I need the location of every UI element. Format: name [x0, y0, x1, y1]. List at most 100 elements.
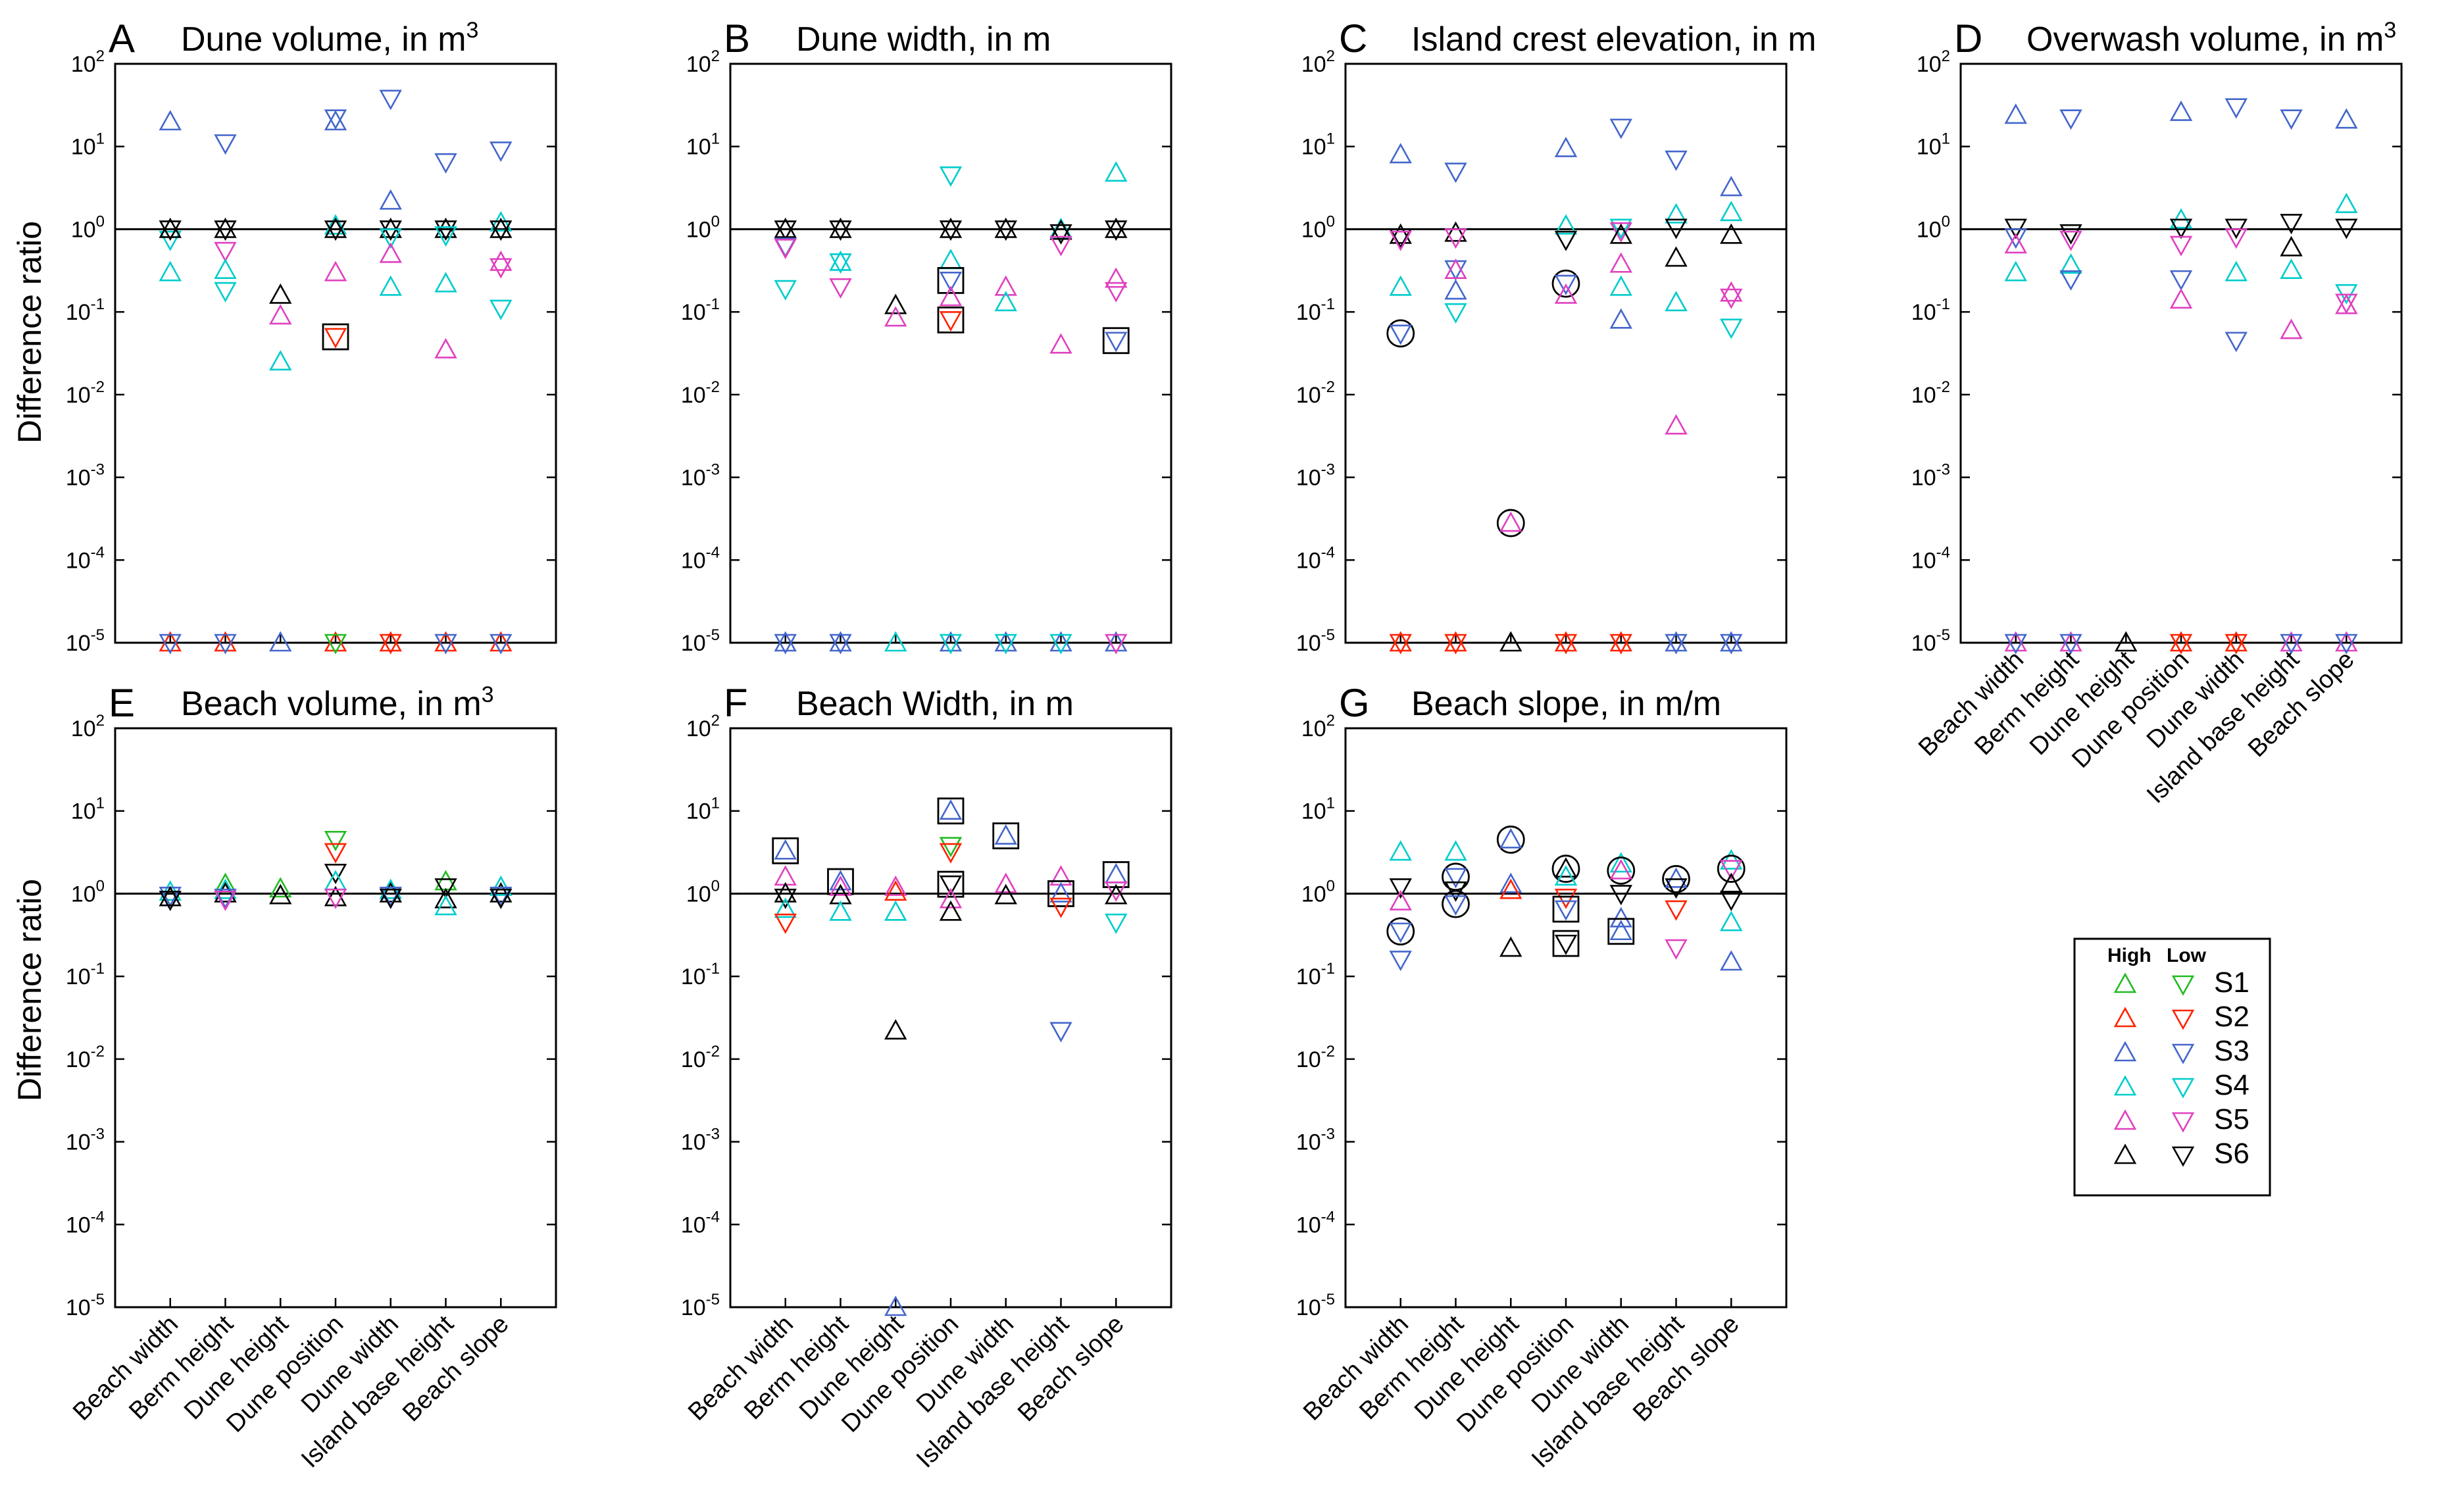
panel-c-point-s3-low	[1665, 634, 1688, 655]
panel-g-point-s3-high	[1609, 920, 1632, 941]
panel-f-highlight-box	[992, 822, 1020, 849]
panel-a-point-s4-high	[379, 275, 402, 296]
panel-f-ytick-exponent: -4	[706, 1208, 720, 1226]
panel-d-ytick-label: 10-3	[1911, 461, 1950, 491]
panel-a-point-s6-high	[269, 283, 292, 304]
legend-marker-s2-low	[2171, 1009, 2195, 1030]
panel-b-point-s4-low	[829, 253, 852, 274]
panel-d-point-s4-high	[2335, 192, 2358, 213]
panel-g-ytick-exponent: -5	[1321, 1291, 1335, 1309]
panel-b-point-s6-low	[1049, 224, 1072, 245]
panel-d-ytick-exponent: 2	[1942, 47, 1950, 65]
panel-a-ytick-label: 100	[71, 212, 105, 242]
panel-c-point-s3-low	[1389, 324, 1412, 345]
panel-b-point-s6-low	[994, 220, 1017, 241]
panel-f-point-s3-high	[939, 799, 963, 820]
panel-c-point-s3-low	[1554, 274, 1578, 295]
panel-e-axes-frame	[114, 727, 557, 1309]
panel-a-point-s3-high	[159, 110, 182, 131]
panel-g-highlight-box	[1607, 918, 1635, 945]
panel-c-ytick-label: 10-1	[1296, 295, 1335, 325]
panel-d-title-superscript: 3	[2384, 18, 2396, 43]
panel-d-point-s3-low	[2004, 228, 2027, 249]
panel-e-point-s6-low	[379, 888, 402, 909]
panel-b-point-s6-high	[1049, 219, 1072, 240]
panel-g-point-s6-high	[1499, 936, 1522, 957]
panel-f-point-s6-high	[774, 882, 797, 903]
panel-a-ytick-label: 10-4	[66, 543, 105, 573]
panel-g-ytick-exponent: 0	[1326, 877, 1335, 895]
panel-c-point-s6-high	[1720, 223, 1743, 244]
y-axis-label-top: Difference ratio	[11, 221, 48, 443]
panel-c-point-s2-high	[1554, 631, 1578, 652]
panel-b-point-s3-high	[829, 631, 852, 652]
panel-e-ytick-label: 10-3	[66, 1126, 105, 1155]
panel-f-point-s3-low	[1049, 1022, 1072, 1043]
panel-g-point-s4-high	[1389, 840, 1412, 861]
panel-b-ytick-exponent: -2	[706, 378, 720, 396]
panel-b-point-s5-high	[884, 306, 907, 327]
panel-c-point-s2-low	[1554, 634, 1578, 655]
panel-g-ytick-label: 10-4	[1296, 1208, 1335, 1237]
panel-f-point-s6-high	[1105, 884, 1128, 905]
panel-g-point-s6-high	[1554, 857, 1578, 878]
panel-b-ytick-label: 10-5	[681, 626, 720, 656]
panel-a-point-s2-high	[214, 631, 237, 652]
panel-a-point-s2-high	[159, 631, 182, 652]
panel-d-point-s2-low	[2225, 634, 2248, 655]
panel-g-title: Beach slope, in m/m	[1411, 685, 1721, 723]
panel-c-ytick-exponent: 1	[1326, 130, 1335, 148]
panel-a-point-s5-high	[490, 250, 513, 271]
panel-c-point-s3-high	[1665, 631, 1688, 652]
panel-d-point-s4-high	[2004, 261, 2027, 282]
panel-e-point-s6-low	[434, 878, 457, 899]
panel-d-point-s3-high	[2335, 108, 2358, 129]
panel-g-highlight-circle	[1551, 855, 1580, 883]
panel-e-point-s4-high	[490, 875, 513, 896]
panel-a-point-s6-low	[490, 220, 513, 241]
panel-e-letter: E	[109, 681, 135, 725]
panel-d-point-s4-high	[2225, 261, 2248, 282]
panel-g-point-s4-high	[1720, 910, 1743, 932]
panel-e-point-s2-low	[324, 843, 347, 864]
panel-d-point-s5-high	[2169, 288, 2193, 309]
panel-e-point-s5-low	[324, 888, 347, 909]
panel-a-point-s6-high	[490, 217, 513, 238]
panel-c-point-s3-low	[1609, 118, 1632, 139]
panel-b-point-s3-high	[939, 631, 963, 652]
panel-c-point-s5-high	[1665, 414, 1688, 435]
panel-g-point-s5-high	[1389, 889, 1412, 910]
panel-a-point-s3-low	[159, 634, 182, 655]
panel-d-point-s3-low	[2225, 98, 2248, 119]
panel-a-title-superscript: 3	[466, 18, 479, 43]
panel-g-ytick-label: 10-1	[1296, 960, 1335, 989]
panel-d-ytick-exponent: -5	[1936, 626, 1950, 644]
panel-f-point-s3-high	[1105, 862, 1128, 884]
panel-f-point-s5-low	[1105, 881, 1128, 902]
panel-a-ytick-label: 101	[71, 130, 105, 160]
panel-b-point-s4-low	[994, 634, 1017, 655]
panel-b-point-s4-high	[829, 250, 852, 271]
panel-c-ytick-exponent: -2	[1321, 378, 1335, 396]
panel-c-ytick-exponent: 0	[1326, 212, 1335, 230]
panel-a-point-s6-high	[214, 217, 237, 238]
panel-g-ytick-label: 10-5	[1296, 1291, 1335, 1320]
panel-a-point-s4-high	[159, 261, 182, 282]
panel-c-point-s4-low	[1444, 303, 1467, 324]
panel-g-ytick-label: 101	[1301, 795, 1335, 824]
panel-a-point-s5-low	[490, 258, 513, 279]
panel-g-axes-frame	[1344, 727, 1788, 1309]
legend-marker-s3-high	[2113, 1041, 2137, 1062]
panel-e-ytick-exponent: -2	[91, 1043, 105, 1060]
panel-g-point-s5-high	[1609, 859, 1632, 880]
panel-d-ytick-label: 100	[1917, 212, 1950, 242]
panel-b-point-s6-low	[1105, 220, 1128, 241]
panel-f-point-s5-high	[774, 865, 797, 886]
panel-d-point-s3-low	[2059, 634, 2082, 655]
panel-f-point-s2-low	[939, 843, 963, 864]
panel-a-point-s2-low	[379, 634, 402, 655]
panel-b-ytick-label: 10-4	[681, 543, 720, 573]
panel-f-point-s5-high	[939, 887, 963, 909]
panel-c-point-s3-high	[1720, 631, 1743, 652]
